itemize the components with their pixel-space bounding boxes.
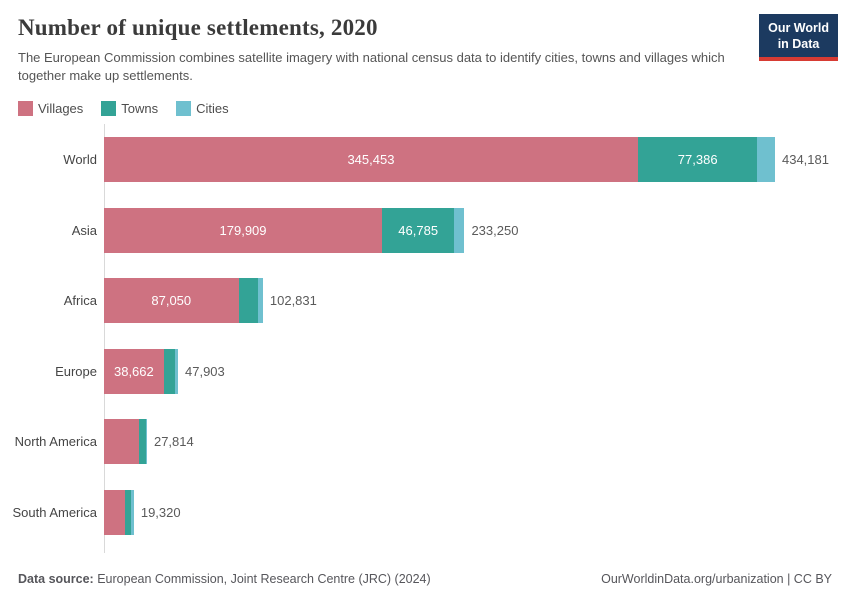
bar-segment-villages[interactable]: 87,050: [104, 278, 239, 324]
stacked-bar: 179,909 46,785: [104, 207, 465, 253]
legend-label: Cities: [196, 101, 229, 117]
chart-subtitle: The European Commission combines satelli…: [18, 49, 725, 84]
stacked-bar: 38,662: [104, 348, 178, 394]
bar-total-label: 102,831: [269, 293, 317, 309]
bar-total-label: 19,320: [140, 504, 181, 520]
bar-segment-villages[interactable]: 179,909: [104, 207, 383, 253]
bar-segment-villages[interactable]: 345,453: [104, 137, 638, 183]
category-label: Africa: [63, 293, 97, 309]
bar-total-label: 233,250: [471, 222, 519, 238]
owid-logo[interactable]: Our World in Data: [759, 14, 838, 62]
category-label: North America: [14, 434, 97, 450]
category-label: Asia: [71, 222, 97, 238]
owid-url-link[interactable]: OurWorldinData.org/urbanization | CC BY: [601, 572, 832, 586]
data-source-label: Data source:: [18, 572, 94, 586]
bar-segment-towns[interactable]: [238, 278, 259, 324]
stacked-bar: 87,050: [104, 278, 263, 324]
chart-row: North America 27,814: [0, 406, 850, 477]
legend-item-towns[interactable]: Towns: [101, 101, 159, 117]
bar-segment-cities[interactable]: [454, 207, 465, 253]
bar-segment-cities[interactable]: [757, 137, 775, 183]
chart-row: Africa 87,050 102,831: [0, 265, 850, 336]
bar-segment-towns[interactable]: 46,785: [382, 207, 455, 253]
bar-segment-towns[interactable]: 77,386: [637, 137, 758, 183]
bar-total-label: 47,903: [185, 363, 225, 379]
segment-value-label: 38,662: [113, 363, 154, 379]
bar-segment-villages[interactable]: [104, 489, 126, 535]
owid-logo-line1: Our World: [768, 21, 829, 35]
chart-row: South America 19,320: [0, 477, 850, 548]
category-label: World: [63, 152, 97, 168]
segment-value-label: 46,785: [398, 222, 439, 238]
segment-value-label: 87,050: [151, 293, 192, 309]
stacked-bar: [104, 419, 147, 465]
bar-segment-towns[interactable]: [125, 489, 132, 535]
stacked-bar: [104, 489, 134, 535]
legend-swatch-icon: [18, 101, 33, 117]
category-label: Europe: [55, 363, 97, 379]
bar-segment-cities[interactable]: [258, 278, 263, 324]
segment-value-label: 77,386: [677, 152, 718, 168]
legend-item-cities[interactable]: Cities: [176, 101, 229, 117]
chart-legend: Villages Towns Cities: [18, 101, 850, 117]
owid-logo-line2: in Data: [777, 36, 820, 51]
chart-row: Asia 179,909 46,785 233,250: [0, 195, 850, 266]
chart-row: World 345,453 77,386 434,181: [0, 124, 850, 195]
title-block: Number of unique settlements, 2020 The E…: [18, 14, 759, 86]
bar-segment-cities[interactable]: [174, 348, 178, 394]
bar-total-label: 27,814: [153, 434, 194, 450]
bar-segment-villages[interactable]: [104, 419, 139, 465]
chart-footer: Data source: European Commission, Joint …: [0, 572, 850, 600]
page-title: Number of unique settlements, 2020: [18, 15, 378, 40]
data-source-text: European Commission, Joint Research Cent…: [93, 572, 431, 586]
bar-segment-villages[interactable]: 38,662: [104, 348, 164, 394]
bar-segment-towns[interactable]: [163, 348, 175, 394]
data-source: Data source: European Commission, Joint …: [18, 572, 431, 586]
legend-label: Villages: [38, 101, 84, 117]
chart-header: Number of unique settlements, 2020 The E…: [0, 0, 850, 86]
bar-segment-cities[interactable]: [131, 489, 134, 535]
segment-value-label: 179,909: [219, 222, 267, 238]
category-label: South America: [12, 504, 97, 520]
bar-segment-towns[interactable]: [139, 419, 147, 465]
bar-segment-cities[interactable]: [146, 419, 147, 465]
bar-total-label: 434,181: [781, 152, 829, 168]
y-axis-line: [104, 124, 105, 554]
legend-label: Towns: [121, 101, 159, 117]
legend-item-villages[interactable]: Villages: [18, 101, 84, 117]
chart-row: Europe 38,662 47,903: [0, 336, 850, 407]
bar-chart: World 345,453 77,386 434,181 Asia 179,909 46,7…: [0, 124, 850, 554]
segment-value-label: 345,453: [347, 152, 395, 168]
legend-swatch-icon: [101, 101, 117, 117]
stacked-bar: 345,453 77,386: [104, 137, 775, 183]
legend-swatch-icon: [176, 101, 192, 117]
